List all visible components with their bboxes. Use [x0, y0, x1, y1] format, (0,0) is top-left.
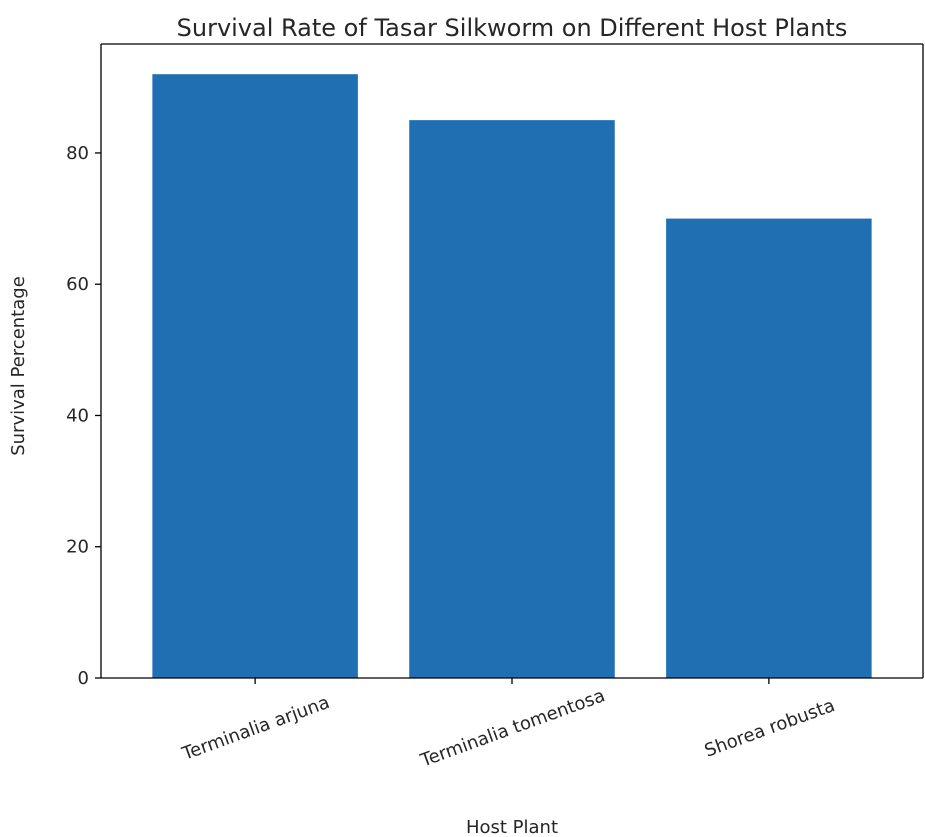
bar-terminalia-arjuna: [152, 74, 358, 678]
x-ticks-layer: Terminalia arjuna Terminalia tomentosa Sho…: [179, 678, 838, 772]
x-axis-label: Host Plant: [466, 817, 558, 837]
y-tick-label: 0: [78, 668, 89, 689]
y-ticks-layer: 0 20 40 60 80: [66, 143, 101, 689]
y-tick-label: 60: [66, 274, 89, 295]
bars-layer: [152, 74, 872, 678]
x-tick-label: Terminalia tomentosa: [417, 685, 608, 772]
y-tick-label: 20: [66, 537, 89, 558]
bar-shorea-robusta: [666, 218, 872, 678]
x-tick-label: Terminalia arjuna: [179, 692, 333, 765]
bar-terminalia-tomentosa: [409, 120, 615, 678]
y-axis-label: Survival Percentage: [8, 276, 29, 456]
x-tick-label: Shorea robusta: [702, 695, 838, 762]
y-tick-label: 40: [66, 405, 89, 426]
axes-layer: [100, 43, 924, 679]
chart-title: Survival Rate of Tasar Silkworm on Diffe…: [177, 14, 848, 42]
y-tick-label: 80: [66, 143, 89, 164]
